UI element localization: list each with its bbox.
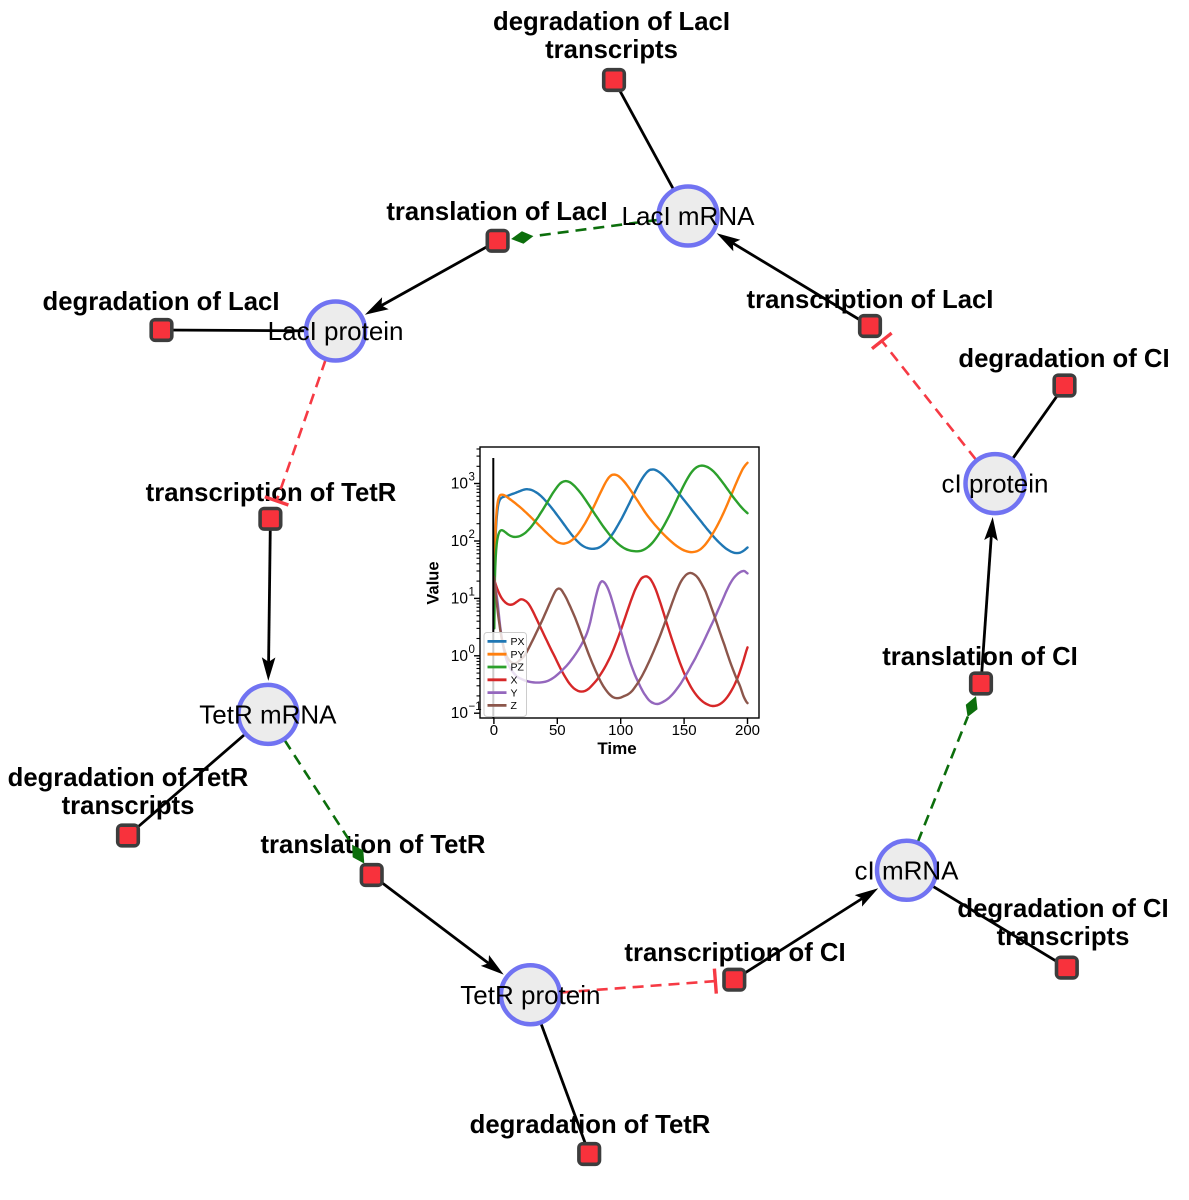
svg-text:0: 0 bbox=[490, 722, 498, 739]
svg-text:degradation of CI: degradation of CI bbox=[958, 345, 1169, 373]
svg-text:10: 10 bbox=[451, 705, 469, 722]
svg-text:2: 2 bbox=[469, 529, 475, 541]
svg-text:0: 0 bbox=[469, 644, 475, 656]
svg-text:TetR protein: TetR protein bbox=[460, 980, 600, 1010]
svg-text:PY: PY bbox=[511, 649, 525, 661]
svg-text:TetR mRNA: TetR mRNA bbox=[199, 699, 337, 729]
svg-text:degradation of TetR: degradation of TetR bbox=[470, 1111, 711, 1139]
svg-text:cI mRNA: cI mRNA bbox=[855, 855, 960, 885]
svg-text:cI protein: cI protein bbox=[942, 469, 1049, 499]
svg-text:transcription of LacI: transcription of LacI bbox=[747, 286, 994, 314]
svg-text:degradation of CI: degradation of CI bbox=[957, 895, 1168, 923]
svg-text:10: 10 bbox=[451, 590, 469, 607]
svg-text:transcription of CI: transcription of CI bbox=[624, 939, 845, 967]
svg-text:−1: −1 bbox=[469, 701, 482, 713]
svg-text:degradation of LacI: degradation of LacI bbox=[493, 8, 730, 36]
svg-text:10: 10 bbox=[451, 533, 469, 550]
svg-text:Y: Y bbox=[511, 687, 518, 699]
svg-text:LacI protein: LacI protein bbox=[268, 316, 404, 346]
svg-text:Time: Time bbox=[597, 739, 636, 758]
svg-text:X: X bbox=[511, 675, 518, 687]
svg-text:3: 3 bbox=[469, 472, 475, 484]
svg-text:10: 10 bbox=[451, 476, 469, 493]
svg-text:100: 100 bbox=[608, 722, 633, 739]
svg-text:150: 150 bbox=[672, 722, 697, 739]
svg-text:translation of LacI: translation of LacI bbox=[386, 198, 607, 226]
svg-text:Z: Z bbox=[511, 700, 518, 712]
svg-text:transcription of TetR: transcription of TetR bbox=[146, 479, 397, 507]
svg-text:degradation of LacI: degradation of LacI bbox=[43, 288, 280, 316]
svg-text:1: 1 bbox=[469, 586, 475, 598]
svg-text:PX: PX bbox=[511, 636, 525, 648]
svg-text:translation of TetR: translation of TetR bbox=[260, 831, 485, 859]
svg-text:PZ: PZ bbox=[511, 662, 525, 674]
svg-text:50: 50 bbox=[549, 722, 566, 739]
svg-text:translation of CI: translation of CI bbox=[882, 643, 1078, 671]
svg-text:transcripts: transcripts bbox=[545, 36, 678, 64]
svg-text:Value: Value bbox=[425, 561, 443, 604]
svg-text:degradation of TetR: degradation of TetR bbox=[8, 764, 249, 792]
svg-text:200: 200 bbox=[735, 722, 760, 739]
svg-text:LacI mRNA: LacI mRNA bbox=[622, 201, 756, 231]
svg-text:10: 10 bbox=[451, 648, 469, 665]
